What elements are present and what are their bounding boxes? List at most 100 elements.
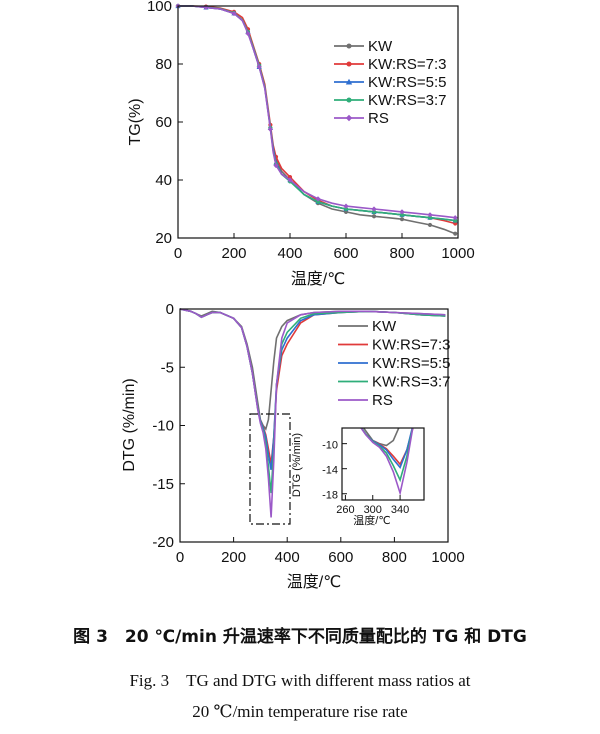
tg-legend-label: KW bbox=[368, 38, 393, 55]
tg-ytick-label: 60 bbox=[155, 114, 172, 131]
tg-xtick-label: 1000 bbox=[441, 245, 474, 262]
inset-ytick-label: -14 bbox=[322, 465, 338, 477]
tg-point bbox=[399, 217, 405, 222]
inset-xtick-label: 340 bbox=[391, 504, 409, 516]
caption-english-line2: 20 ℃/min temperature rise rate bbox=[192, 702, 408, 721]
zoom-region-box bbox=[249, 413, 291, 525]
tg-point bbox=[371, 209, 377, 214]
tg-legend-marker bbox=[345, 114, 353, 122]
dtg-legend-entry: RS bbox=[338, 392, 393, 409]
dtg-legend-entry: KW:RS=3:7 bbox=[338, 374, 451, 391]
tg-series-line-3 bbox=[178, 5, 456, 222]
dtg-legend-label: KW:RS=3:7 bbox=[372, 374, 451, 391]
tg-legend-marker bbox=[346, 97, 352, 103]
dtg-ytick-label: -15 bbox=[152, 476, 174, 493]
tg-point bbox=[287, 177, 293, 183]
tg-ytick-label: 20 bbox=[155, 230, 172, 247]
dtg-panel: 0 200 400 600 800 1000 0 -5 -10 -15 -20 温度/℃ DTG (… bbox=[121, 301, 465, 591]
tg-point bbox=[343, 203, 349, 209]
dtg-series-group bbox=[179, 308, 446, 518]
dtg-ytick-label: -10 bbox=[152, 418, 174, 435]
inset-xtick-label: 260 bbox=[336, 504, 354, 516]
dtg-ylabel: DTG (%/min) bbox=[121, 378, 138, 471]
tg-legend-marker bbox=[345, 78, 353, 85]
tg-legend-entry: KW bbox=[334, 38, 393, 55]
tg-point bbox=[256, 64, 262, 70]
tg-point bbox=[452, 215, 458, 221]
tg-point bbox=[399, 209, 405, 215]
tg-point bbox=[245, 30, 251, 37]
dtg-legend: KW KW:RS=7:3KW:RS=5:5 KW:RS=3:7RS bbox=[338, 318, 451, 409]
tg-series-line-1 bbox=[178, 5, 456, 225]
tg-point bbox=[343, 206, 349, 212]
tg-legend-label: RS bbox=[368, 110, 389, 127]
dtg-legend-entry: KW:RS=7:3 bbox=[338, 337, 451, 354]
inset-xlabel: 温度/℃ bbox=[353, 513, 390, 527]
dtg-xtick-label: 1000 bbox=[431, 549, 464, 566]
tg-xtick-label: 800 bbox=[389, 245, 414, 262]
inset-ytick-label: -10 bbox=[322, 440, 338, 452]
tg-series-line-4 bbox=[178, 5, 456, 219]
tg-legend-marker bbox=[346, 61, 352, 67]
dtg-ytick-label: -5 bbox=[161, 359, 174, 376]
tg-ytick-label: 80 bbox=[155, 56, 172, 73]
tg-ylabel: TG(%) bbox=[127, 98, 144, 145]
tg-point bbox=[315, 199, 321, 204]
caption-chinese: 图 3 20 ℃/min 升温速率下不同质量配比的 TG 和 DTG bbox=[73, 627, 527, 647]
tg-xlabel: 温度/℃ bbox=[291, 270, 345, 288]
tg-series-line-2 bbox=[178, 5, 456, 222]
dtg-legend-entry: KW bbox=[338, 318, 397, 335]
tg-legend-entry: KW:RS=5:5 bbox=[334, 74, 447, 91]
tg-point bbox=[427, 222, 433, 228]
dtg-ytick-label: 0 bbox=[166, 301, 174, 318]
tg-xtick-label: 200 bbox=[221, 245, 246, 262]
dtg-legend-label: KW bbox=[372, 318, 397, 335]
inset-ytick-label: -18 bbox=[322, 490, 338, 502]
dtg-xtick-label: 200 bbox=[221, 549, 246, 566]
tg-ytick-label: 40 bbox=[155, 172, 172, 189]
tg-point bbox=[315, 196, 321, 202]
tg-point bbox=[273, 162, 279, 169]
caption-english-line1: Fig. 3 TG and DTG with different mass ra… bbox=[129, 671, 471, 690]
tg-legend-label: KW:RS=7:3 bbox=[368, 56, 447, 73]
tg-point bbox=[231, 10, 237, 17]
dtg-legend-label: KW:RS=7:3 bbox=[372, 337, 451, 354]
tg-xtick-label: 0 bbox=[174, 245, 182, 262]
inset-frame bbox=[341, 427, 425, 501]
dtg-xtick-label: 400 bbox=[275, 549, 300, 566]
tg-legend-marker bbox=[346, 43, 352, 49]
dtg-ytick-label: -20 bbox=[152, 534, 174, 551]
dtg-legend-entry: KW:RS=5:5 bbox=[338, 355, 451, 372]
tg-series-group bbox=[175, 3, 458, 236]
inset-series-line-0 bbox=[362, 428, 400, 447]
tg-point bbox=[267, 126, 273, 132]
tg-legend-label: KW:RS=3:7 bbox=[368, 92, 447, 109]
tg-point bbox=[371, 214, 377, 219]
dtg-xtick-label: 600 bbox=[328, 549, 353, 566]
tg-legend-label: KW:RS=5:5 bbox=[368, 74, 447, 91]
dtg-inset: 260 300 340 -10 -14 -18 温度/℃ DTG (%/min) bbox=[291, 427, 425, 527]
tg-legend-entry: RS bbox=[334, 110, 389, 127]
dtg-series-line-4 bbox=[179, 308, 446, 518]
tg-point bbox=[427, 212, 433, 218]
tg-xtick-label: 600 bbox=[333, 245, 358, 262]
dtg-legend-label: KW:RS=5:5 bbox=[372, 355, 451, 372]
inset-xtick-label: 300 bbox=[364, 504, 382, 516]
dtg-xlabel: 温度/℃ bbox=[287, 573, 341, 591]
dtg-xtick-label: 0 bbox=[176, 549, 184, 566]
tg-xtick-label: 400 bbox=[277, 245, 302, 262]
tg-point bbox=[399, 212, 405, 217]
dtg-xtick-label: 800 bbox=[382, 549, 407, 566]
inset-ylabel: DTG (%/min) bbox=[291, 433, 303, 497]
tg-point bbox=[453, 218, 458, 223]
dtg-legend-label: RS bbox=[372, 392, 393, 409]
tg-legend-entry: KW:RS=7:3 bbox=[334, 56, 447, 73]
tg-point bbox=[427, 215, 433, 220]
tg-point bbox=[371, 206, 377, 212]
tg-ytick-label: 100 bbox=[147, 0, 172, 15]
tg-point bbox=[453, 231, 458, 236]
tg-legend-entry: KW:RS=3:7 bbox=[334, 92, 447, 109]
